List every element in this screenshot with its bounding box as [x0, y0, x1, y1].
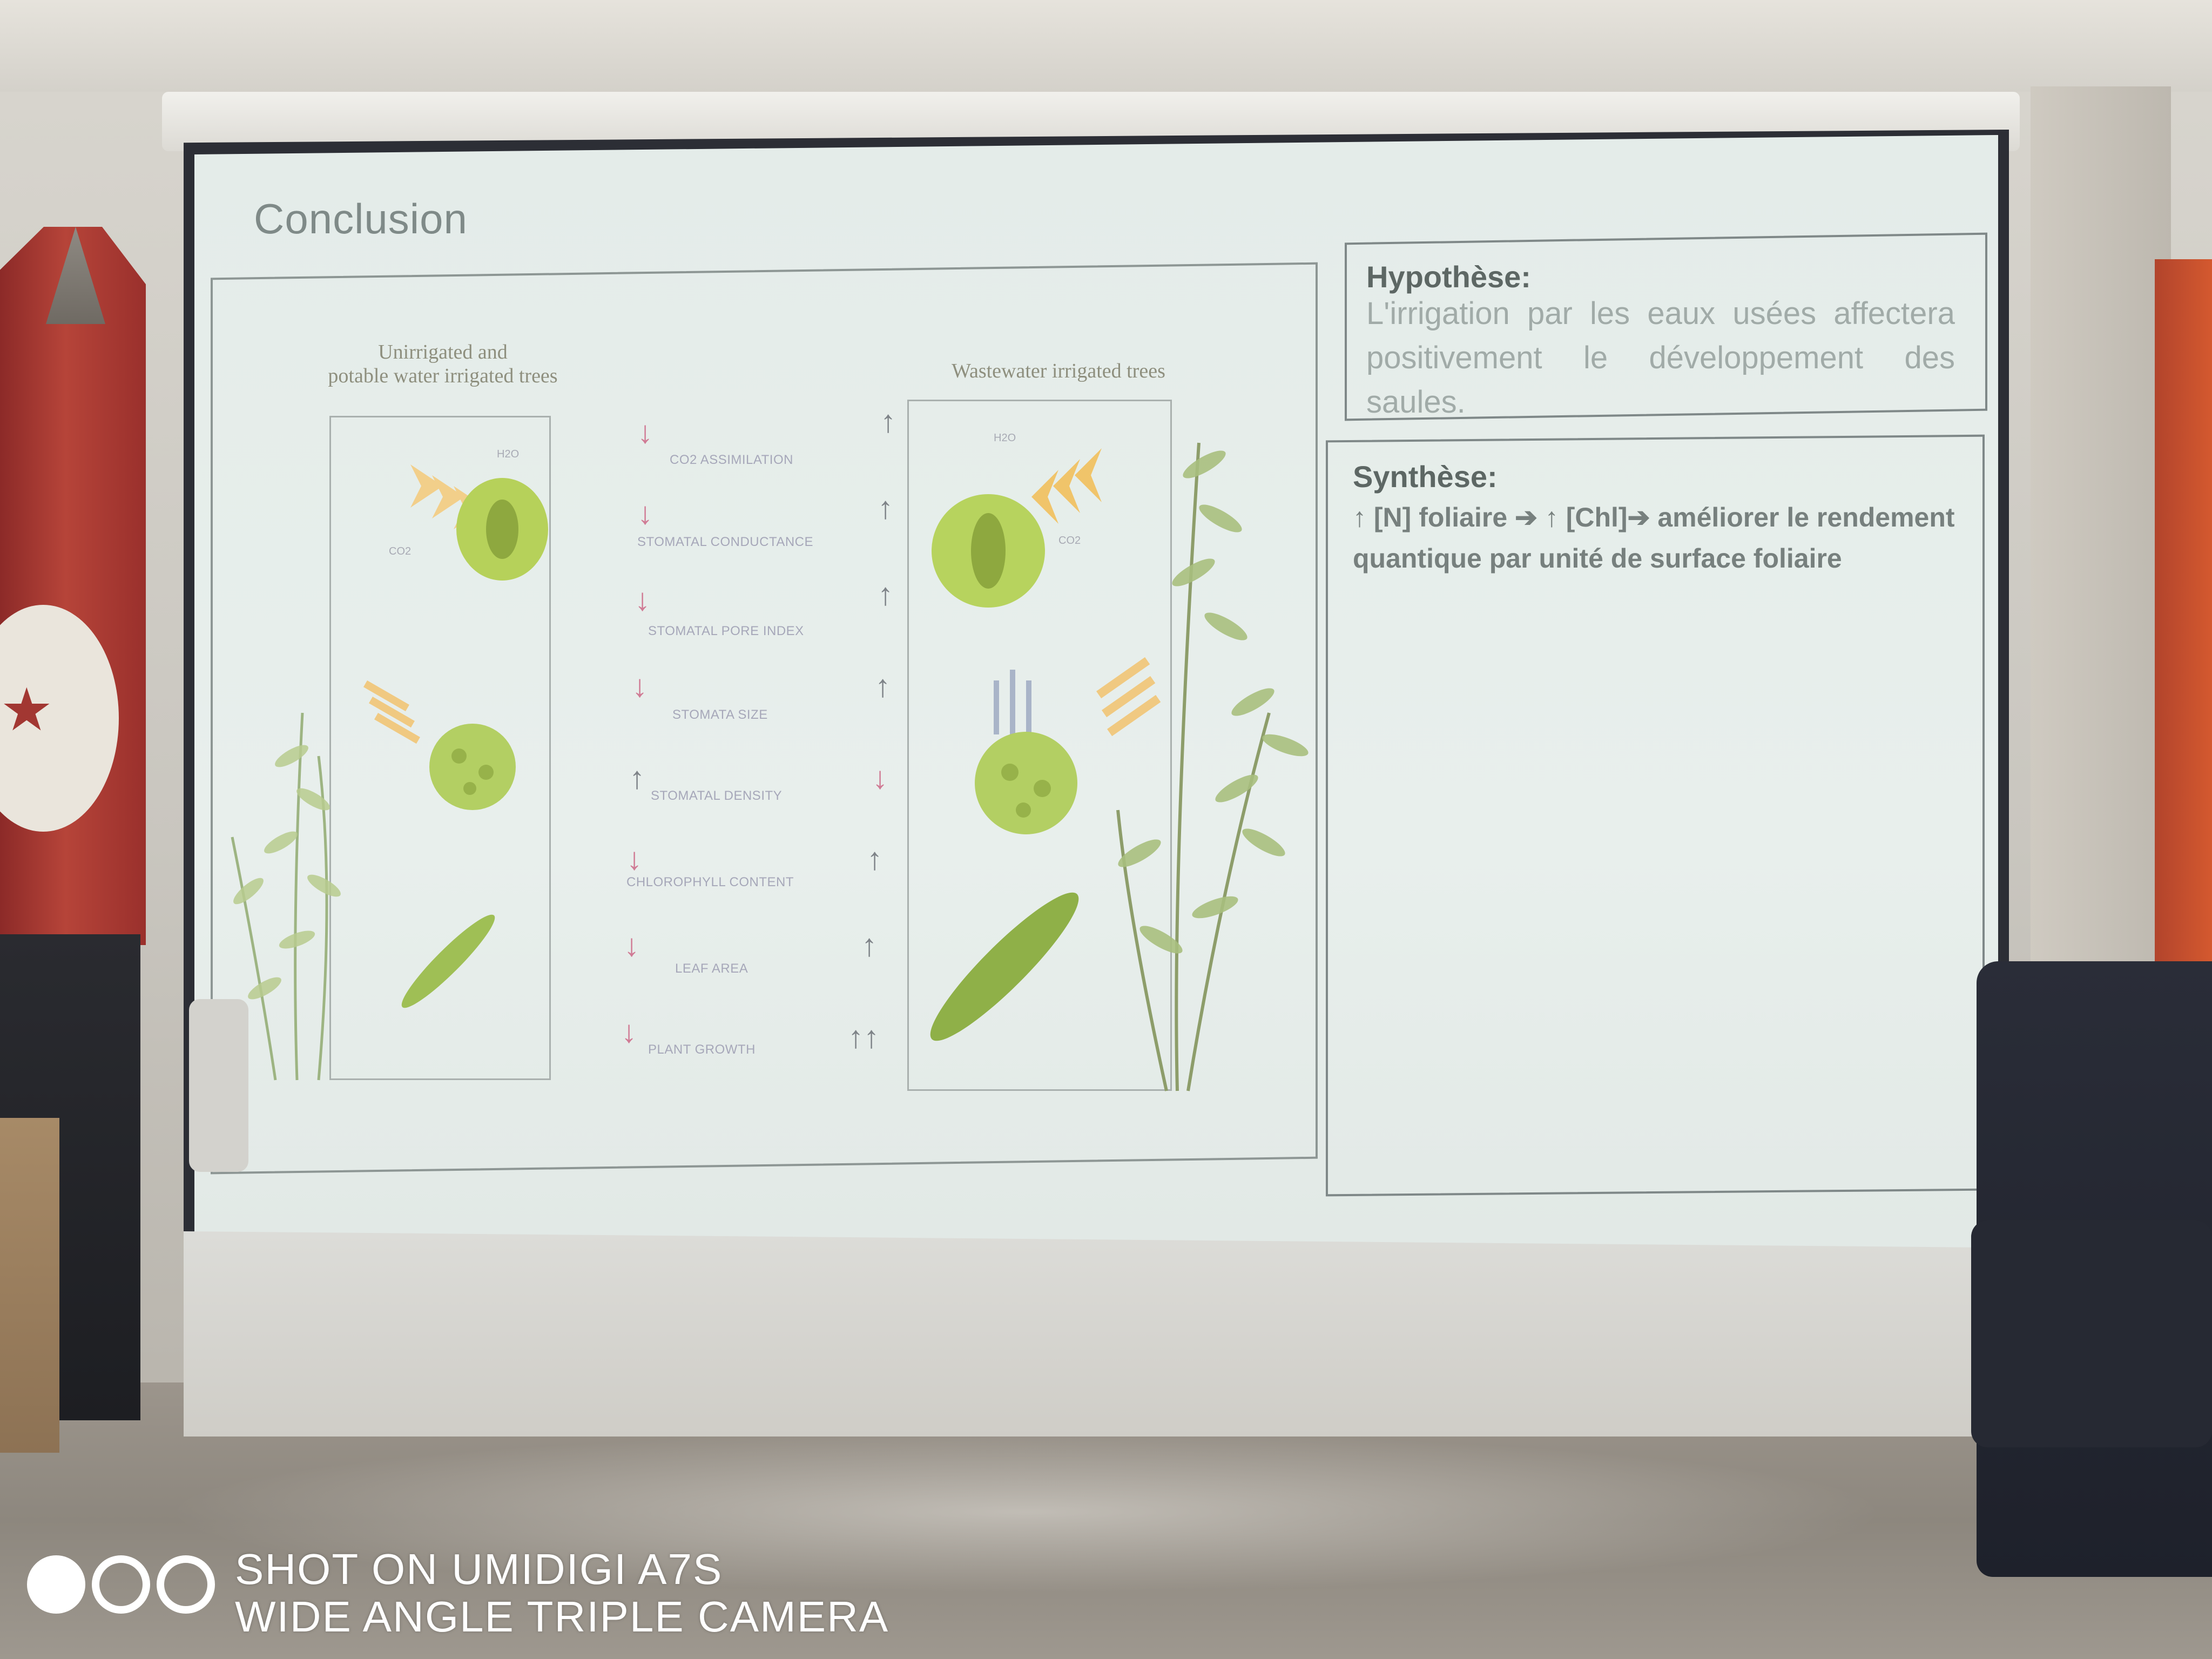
synthesis-heading: Synthèse:	[1353, 460, 1498, 494]
plant-right-leaves-icon	[1118, 450, 1309, 954]
param-leaf-area: LEAF AREA	[675, 961, 748, 976]
svg-text:↓: ↓	[635, 582, 650, 617]
floor-reflection	[162, 1431, 1890, 1593]
svg-text:↓: ↓	[637, 496, 653, 531]
lens-ring-icon	[92, 1555, 150, 1614]
wall-panel	[2031, 86, 2171, 977]
label-h2o-right: H2O	[994, 432, 1016, 444]
plant-left-leaves-icon	[233, 745, 341, 1000]
side-table	[0, 1118, 59, 1453]
flag-star-icon: ★	[0, 677, 53, 743]
tunisian-flag	[0, 227, 146, 945]
label-h2o-left: H2O	[497, 448, 520, 460]
figure-left-label-line1: Unirrigated and	[378, 341, 508, 363]
watermark-line2: WIDE ANGLE TRIPLE CAMERA	[235, 1593, 889, 1641]
plant-left-icon	[231, 712, 328, 1081]
lens-dot-icon	[27, 1555, 85, 1614]
right-flag	[2155, 259, 2212, 961]
chloroplast-left-icon	[429, 724, 516, 810]
leaf-left-icon	[401, 914, 495, 1008]
figure-illustration: ↓ ↓ ↓ ↓ ↑ ↓ ↓ ↓ ↑ ↑ ↑ ↑ ↓ ↑ ↑ ↑↑	[231, 404, 1309, 1091]
svg-text:↓: ↓	[637, 415, 653, 450]
hypothesis-heading: Hypothèse:	[1366, 260, 1531, 294]
param-stomatal-conductance: STOMATAL CONDUCTANCE	[637, 535, 814, 549]
svg-text:↑↑: ↑↑	[848, 1020, 879, 1055]
slide-title: Conclusion	[254, 195, 468, 242]
leaf-right-icon	[930, 892, 1079, 1041]
svg-text:↓: ↓	[624, 928, 639, 963]
right-armchair-seat	[1971, 1220, 2212, 1447]
svg-text:↓: ↓	[621, 1014, 637, 1049]
hypothesis-text: L'irrigation par les eaux usées affecter…	[1366, 296, 1955, 420]
chloroplast-right-icon	[975, 732, 1077, 834]
water-arrows-right-icon	[994, 670, 1031, 734]
svg-text:↑: ↑	[867, 841, 882, 876]
light-rays-left-icon	[363, 680, 420, 744]
screen-bottom-margin	[184, 1231, 2009, 1437]
watermark-line1: SHOT ON UMIDIGI A7S	[235, 1545, 723, 1593]
chair-arm	[189, 999, 248, 1172]
param-stomatal-density: STOMATAL DENSITY	[651, 788, 783, 803]
plant-right-icon	[1116, 442, 1271, 1091]
svg-text:↓: ↓	[632, 669, 648, 704]
ceiling	[0, 0, 2212, 92]
svg-text:↑: ↑	[861, 928, 877, 963]
flag-disc	[0, 605, 119, 832]
parameter-arrows: ↓ ↓ ↓ ↓ ↑ ↓ ↓ ↓ ↑ ↑ ↑ ↑ ↓ ↑ ↑ ↑↑	[621, 404, 896, 1055]
svg-text:↑: ↑	[878, 577, 893, 612]
lens-ring-icon	[157, 1555, 215, 1614]
svg-text:↓: ↓	[872, 760, 888, 795]
param-stomatal-pore-index: STOMATAL PORE INDEX	[648, 624, 804, 638]
param-stomata-size: STOMATA SIZE	[672, 707, 768, 722]
figure-left-label-line2: potable water irrigated trees	[328, 365, 558, 387]
param-co2-assimilation: CO2 ASSIMILATION	[670, 453, 793, 467]
label-co2-right: CO2	[1058, 535, 1081, 547]
camera-logo-icon	[27, 1555, 215, 1626]
param-chlorophyll-content: CHLOROPHYLL CONTENT	[626, 875, 794, 889]
svg-text:↑: ↑	[880, 404, 896, 439]
svg-text:↓: ↓	[626, 841, 642, 876]
figure-right-label: Wastewater irrigated trees	[952, 360, 1165, 382]
label-co2-left: CO2	[389, 545, 412, 557]
synthesis-text: ↑ [N] foliaire ➔ ↑ [Chl]➔ améliorer le r…	[1353, 502, 1955, 574]
svg-text:↑: ↑	[629, 760, 645, 795]
param-plant-growth: PLANT GROWTH	[648, 1042, 756, 1057]
figure-left-label: Unirrigated and potable water irrigated …	[302, 340, 583, 388]
svg-text:↑: ↑	[878, 490, 893, 525]
figure-panel-control	[329, 416, 551, 1080]
co2-chevrons-right-icon	[1031, 448, 1102, 524]
svg-text:↑: ↑	[875, 669, 891, 704]
light-rays-right-icon	[1096, 657, 1161, 737]
figure-panel-wastewater	[907, 400, 1172, 1091]
